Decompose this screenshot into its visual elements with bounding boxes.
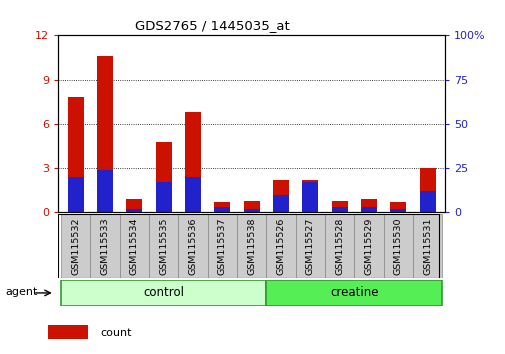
- Text: GSM115526: GSM115526: [276, 217, 285, 275]
- Bar: [208, 214, 237, 278]
- Text: creatine: creatine: [329, 286, 378, 299]
- Text: count: count: [100, 328, 132, 338]
- Bar: [237, 214, 266, 278]
- Bar: [61, 214, 90, 278]
- Bar: [266, 214, 295, 278]
- Bar: [68, 97, 84, 212]
- Bar: [383, 214, 412, 278]
- Text: GSM115537: GSM115537: [218, 217, 226, 275]
- Text: GSM115528: GSM115528: [334, 217, 343, 275]
- Bar: [48, 325, 87, 339]
- Bar: [214, 202, 230, 212]
- Bar: [266, 280, 441, 306]
- Bar: [419, 168, 435, 212]
- Text: GSM115532: GSM115532: [71, 217, 80, 275]
- Bar: [185, 177, 201, 212]
- Bar: [97, 170, 113, 212]
- Bar: [273, 180, 288, 212]
- Bar: [126, 199, 142, 212]
- Bar: [68, 177, 84, 212]
- Bar: [149, 214, 178, 278]
- Text: control: control: [143, 286, 184, 299]
- Bar: [331, 207, 347, 212]
- Bar: [301, 180, 318, 212]
- Bar: [331, 201, 347, 212]
- Bar: [214, 207, 230, 212]
- Bar: [97, 56, 113, 212]
- Bar: [178, 214, 208, 278]
- Text: GSM115535: GSM115535: [159, 217, 168, 275]
- Bar: [273, 195, 288, 212]
- Bar: [419, 191, 435, 212]
- Bar: [90, 214, 120, 278]
- Bar: [360, 207, 376, 212]
- Text: GSM115531: GSM115531: [422, 217, 431, 275]
- Bar: [243, 201, 259, 212]
- Bar: [61, 280, 266, 306]
- Text: GSM115534: GSM115534: [130, 217, 139, 275]
- Text: agent: agent: [5, 287, 37, 297]
- Text: GSM115527: GSM115527: [306, 217, 314, 275]
- Bar: [126, 209, 142, 212]
- Text: GSM115533: GSM115533: [100, 217, 110, 275]
- Text: GSM115536: GSM115536: [188, 217, 197, 275]
- Bar: [156, 182, 172, 212]
- Bar: [156, 142, 172, 212]
- Bar: [301, 182, 318, 212]
- Bar: [295, 214, 324, 278]
- Bar: [354, 214, 383, 278]
- Bar: [120, 214, 149, 278]
- Text: GSM115538: GSM115538: [247, 217, 256, 275]
- Bar: [185, 112, 201, 212]
- Bar: [389, 209, 406, 212]
- Bar: [412, 214, 441, 278]
- Text: GDS2765 / 1445035_at: GDS2765 / 1445035_at: [135, 19, 289, 33]
- Bar: [360, 199, 376, 212]
- Bar: [324, 214, 353, 278]
- Bar: [243, 209, 259, 212]
- Bar: [389, 202, 406, 212]
- Text: GSM115530: GSM115530: [393, 217, 402, 275]
- Text: GSM115529: GSM115529: [364, 217, 373, 275]
